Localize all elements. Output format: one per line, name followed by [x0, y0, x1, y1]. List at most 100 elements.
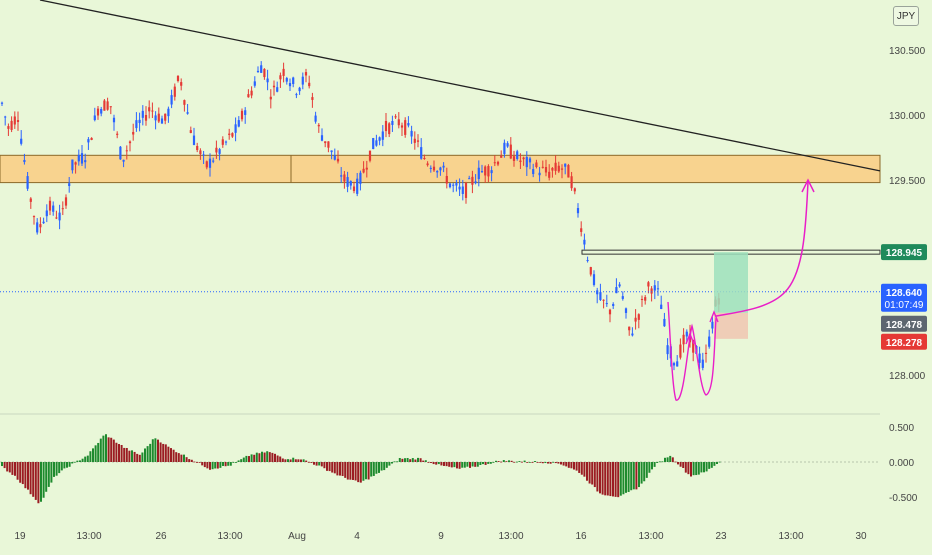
- osc-bar: [89, 451, 92, 462]
- projection-arrow: [801, 178, 815, 193]
- osc-bar: [565, 462, 568, 467]
- candle-body: [103, 100, 106, 111]
- candle-body: [244, 110, 247, 115]
- osc-bar: [627, 462, 630, 492]
- osc-bar: [344, 462, 347, 478]
- candle-body: [698, 353, 701, 363]
- candle-body: [637, 314, 640, 320]
- osc-bar: [656, 462, 659, 463]
- osc-bar: [258, 453, 261, 462]
- candle-body: [711, 321, 714, 329]
- candle-body: [439, 167, 442, 171]
- osc-bar: [476, 462, 479, 467]
- osc-bar: [497, 461, 500, 462]
- osc-bar: [635, 462, 638, 490]
- candle-body: [314, 115, 317, 122]
- candle-body: [112, 117, 116, 123]
- osc-tick-label: -0.500: [889, 493, 918, 504]
- osc-bar: [430, 462, 432, 463]
- candle-body: [679, 344, 682, 358]
- osc-bar: [479, 462, 482, 465]
- osc-bar: [440, 462, 443, 466]
- osc-bar: [151, 439, 154, 462]
- candle-body: [432, 166, 436, 171]
- osc-bar: [159, 442, 162, 462]
- currency-label[interactable]: JPY: [893, 6, 919, 26]
- candle-body: [647, 282, 650, 287]
- osc-bar: [471, 462, 474, 467]
- candle-body: [327, 141, 330, 148]
- candle-body: [61, 208, 64, 210]
- candle-body: [4, 116, 7, 118]
- candle-body: [285, 78, 288, 82]
- candle-body: [628, 326, 631, 331]
- osc-bar: [359, 462, 362, 483]
- osc-bar: [313, 462, 315, 465]
- candle-body: [253, 81, 256, 86]
- candle-body: [352, 186, 356, 192]
- candle-body: [301, 76, 304, 85]
- candle-body: [288, 83, 292, 87]
- osc-bar: [606, 462, 609, 496]
- osc-bar: [341, 462, 344, 477]
- osc-bar: [419, 458, 422, 462]
- osc-bar: [424, 460, 427, 462]
- candle-body: [564, 163, 567, 167]
- candle-body: [39, 224, 42, 228]
- osc-bar: [409, 459, 412, 462]
- candle-body: [532, 169, 535, 175]
- candle-body: [557, 165, 560, 172]
- osc-bar: [266, 451, 269, 462]
- osc-bar: [401, 458, 404, 462]
- candle-body: [429, 167, 432, 169]
- candle-body: [52, 205, 55, 212]
- candle-body: [375, 140, 378, 146]
- candle-body: [580, 228, 583, 232]
- candle-body: [308, 82, 311, 87]
- countdown-label: 01:07:49: [885, 300, 924, 311]
- osc-bar: [508, 460, 510, 462]
- candle-body: [509, 144, 512, 159]
- candle-body: [29, 198, 32, 202]
- candle-body: [346, 177, 349, 187]
- osc-bar: [427, 462, 430, 463]
- candle-body: [125, 150, 128, 152]
- candle-body: [260, 65, 263, 73]
- osc-bar: [193, 461, 196, 463]
- candle-body: [448, 183, 452, 188]
- candle-body: [506, 143, 509, 147]
- osc-bar: [643, 462, 646, 482]
- osc-bar: [580, 462, 583, 475]
- osc-bar: [279, 456, 282, 462]
- osc-bar: [105, 434, 107, 462]
- candle-body: [151, 110, 154, 112]
- osc-bar: [458, 462, 461, 469]
- osc-bar: [469, 462, 471, 468]
- osc-bar: [554, 462, 557, 464]
- candle-body: [64, 197, 68, 206]
- candle-body: [212, 160, 215, 162]
- candle-body: [250, 90, 253, 96]
- candle-body: [205, 161, 208, 168]
- candle-body: [20, 138, 23, 144]
- osc-bar: [482, 462, 484, 465]
- osc-bar: [466, 462, 469, 467]
- osc-bar: [146, 446, 149, 462]
- osc-bar: [287, 459, 289, 462]
- osc-bar: [53, 462, 55, 477]
- price-tick-label: 130.500: [889, 46, 926, 57]
- last-price-label-box: [881, 283, 927, 312]
- candle-body: [474, 181, 477, 184]
- candle-body: [452, 184, 455, 186]
- osc-bar: [677, 462, 679, 465]
- osc-bar: [557, 462, 560, 464]
- candle-body: [365, 167, 368, 170]
- osc-bar: [229, 462, 232, 466]
- osc-bar: [406, 457, 409, 462]
- x-tick-label: 19: [14, 531, 26, 542]
- osc-bar: [474, 462, 477, 467]
- candle-body: [324, 141, 327, 144]
- x-tick-label: 4: [354, 531, 360, 542]
- candle-body: [442, 165, 445, 168]
